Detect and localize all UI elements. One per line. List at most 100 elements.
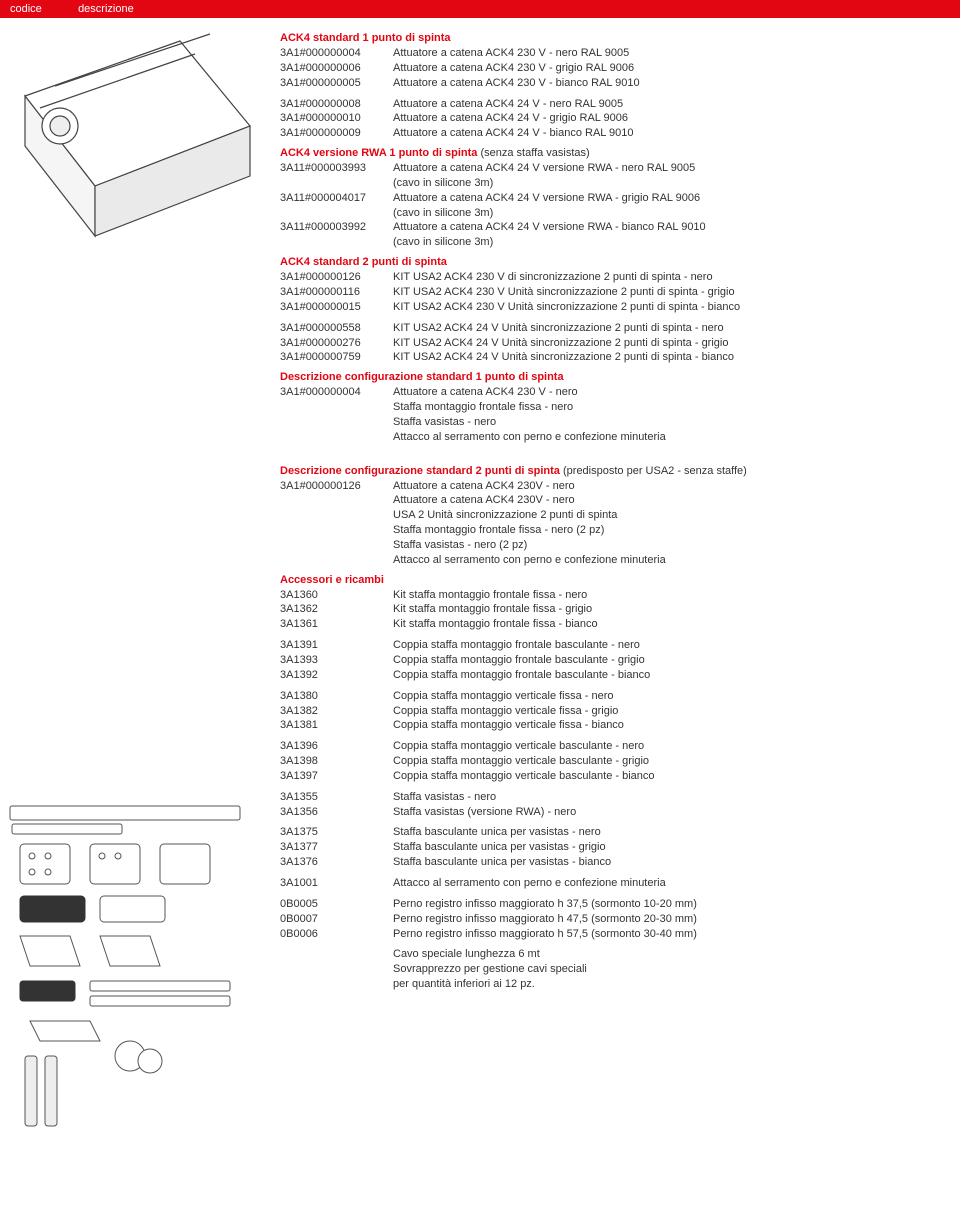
item-desc: Attacco al serramento con perno e confez…	[393, 876, 950, 891]
item-code: 3A1381	[280, 718, 393, 733]
data-row: 3A1381Coppia staffa montaggio verticale …	[280, 718, 950, 733]
item-desc-wrap: Attuatore a catena ACK4 24 V - bianco RA…	[393, 126, 950, 141]
item-desc: Coppia staffa montaggio frontale bascula…	[393, 638, 950, 653]
item-desc: Staffa basculante unica per vasistas - g…	[393, 840, 950, 855]
item-code: 3A1375	[280, 825, 393, 840]
data-row: 3A1#000000126KIT USA2 ACK4 230 V di sinc…	[280, 270, 950, 285]
footer-line: Cavo speciale lunghezza 6 mt	[393, 947, 950, 962]
item-desc-wrap: KIT USA2 ACK4 230 V di sincronizzazione …	[393, 270, 950, 285]
item-desc: KIT USA2 ACK4 230 V Unità sincronizzazio…	[393, 300, 950, 315]
item-desc-wrap: Perno registro infisso maggiorato h 57,5…	[393, 927, 950, 942]
data-row: 3A1376Staffa basculante unica per vasist…	[280, 855, 950, 870]
header-col-codice: codice	[10, 3, 75, 15]
section-title: ACK4 standard 1 punto di spinta	[280, 32, 950, 44]
data-row: 0B0005Perno registro infisso maggiorato …	[280, 897, 950, 912]
item-desc-wrap: Coppia staffa montaggio verticale fissa …	[393, 718, 950, 733]
data-row: 3A1001Attacco al serramento con perno e …	[280, 876, 950, 891]
item-desc: Staffa basculante unica per vasistas - b…	[393, 855, 950, 870]
data-row: 3A1356Staffa vasistas (versione RWA) - n…	[280, 805, 950, 820]
config-line: Staffa vasistas - nero	[393, 415, 950, 430]
item-code: 3A1#000000006	[280, 61, 393, 76]
item-desc: KIT USA2 ACK4 230 V Unità sincronizzazio…	[393, 285, 950, 300]
item-code: 3A1382	[280, 704, 393, 719]
data-row: 3A1#000000006Attuatore a catena ACK4 230…	[280, 61, 950, 76]
item-desc: Attuatore a catena ACK4 24 V versione RW…	[393, 220, 950, 235]
item-desc-wrap: Staffa vasistas (versione RWA) - nero	[393, 805, 950, 820]
item-desc-wrap: Staffa basculante unica per vasistas - n…	[393, 825, 950, 840]
data-row: 3A1397Coppia staffa montaggio verticale …	[280, 769, 950, 784]
item-code: 0B0005	[280, 897, 393, 912]
item-code: 3A1377	[280, 840, 393, 855]
section-title: Descrizione configurazione standard 2 pu…	[280, 465, 950, 477]
data-row: 3A1391Coppia staffa montaggio frontale b…	[280, 638, 950, 653]
page-content: ACK4 standard 1 punto di spinta 3A1#00000…	[0, 18, 960, 1146]
section-title-suffix: (predisposto per USA2 - senza staffe)	[560, 465, 747, 477]
data-row: 0B0007Perno registro infisso maggiorato …	[280, 912, 950, 927]
item-desc-wrap: Coppia staffa montaggio verticale fissa …	[393, 689, 950, 704]
data-row: 3A11#000003992Attuatore a catena ACK4 24…	[280, 220, 950, 250]
item-desc: Coppia staffa montaggio verticale bascul…	[393, 754, 950, 769]
data-row: 3A1393Coppia staffa montaggio frontale b…	[280, 653, 950, 668]
data-row: 3A1396Coppia staffa montaggio verticale …	[280, 739, 950, 754]
item-code: 3A11#000004017	[280, 191, 393, 221]
config-code: 3A1#000000126	[280, 479, 393, 568]
section-title-suffix: (senza staffa vasistas)	[477, 147, 589, 159]
config-line: Attuatore a catena ACK4 230 V - nero	[393, 385, 950, 400]
item-desc: Attuatore a catena ACK4 24 V versione RW…	[393, 191, 950, 206]
item-desc-wrap: KIT USA2 ACK4 24 V Unità sincronizzazion…	[393, 336, 950, 351]
data-row: 3A1360Kit staffa montaggio frontale fiss…	[280, 588, 950, 603]
item-code: 3A1#000000116	[280, 285, 393, 300]
item-desc-wrap: Perno registro infisso maggiorato h 47,5…	[393, 912, 950, 927]
item-desc: Coppia staffa montaggio frontale bascula…	[393, 653, 950, 668]
config-code: 3A1#000000004	[280, 385, 393, 444]
data-row: 0B0006Perno registro infisso maggiorato …	[280, 927, 950, 942]
item-desc: Attuatore a catena ACK4 24 V - grigio RA…	[393, 111, 950, 126]
item-desc-wrap: Attuatore a catena ACK4 230 V - bianco R…	[393, 76, 950, 91]
item-desc-wrap: Coppia staffa montaggio verticale bascul…	[393, 754, 950, 769]
data-row: 3A1#000000010Attuatore a catena ACK4 24 …	[280, 111, 950, 126]
item-code: 3A1376	[280, 855, 393, 870]
item-desc: Kit staffa montaggio frontale fissa - gr…	[393, 602, 950, 617]
config-line: Staffa montaggio frontale fissa - nero (…	[393, 523, 950, 538]
item-desc-wrap: Attuatore a catena ACK4 24 V versione RW…	[393, 161, 950, 191]
item-desc-wrap: Coppia staffa montaggio verticale bascul…	[393, 739, 950, 754]
footer-line: per quantità inferiori ai 12 pz.	[393, 977, 950, 992]
product-drawing-main	[0, 26, 260, 286]
item-code: 3A1361	[280, 617, 393, 632]
header-col-descrizione: descrizione	[78, 3, 134, 15]
item-desc: Attuatore a catena ACK4 24 V - bianco RA…	[393, 126, 950, 141]
item-desc: Coppia staffa montaggio verticale bascul…	[393, 739, 950, 754]
footer-row: Cavo speciale lunghezza 6 mt	[280, 947, 950, 962]
item-code: 3A1393	[280, 653, 393, 668]
item-code: 0B0007	[280, 912, 393, 927]
item-desc-extra: (cavo in silicone 3m)	[393, 176, 950, 191]
item-code: 3A1392	[280, 668, 393, 683]
item-desc-wrap: Kit staffa montaggio frontale fissa - bi…	[393, 617, 950, 632]
section-title: Descrizione configurazione standard 1 pu…	[280, 371, 950, 383]
item-desc-wrap: Attuatore a catena ACK4 24 V - grigio RA…	[393, 111, 950, 126]
data-row: 3A1362Kit staffa montaggio frontale fiss…	[280, 602, 950, 617]
config-row: 3A1#000000126Attuatore a catena ACK4 230…	[280, 479, 950, 568]
item-desc-wrap: Attuatore a catena ACK4 24 V versione RW…	[393, 191, 950, 221]
data-row: 3A1#000000015KIT USA2 ACK4 230 V Unità s…	[280, 300, 950, 315]
config-lines: Attuatore a catena ACK4 230V - neroAttua…	[393, 479, 950, 568]
item-desc: Coppia staffa montaggio verticale fissa …	[393, 704, 950, 719]
item-desc-wrap: Staffa basculante unica per vasistas - b…	[393, 855, 950, 870]
item-desc-wrap: Attuatore a catena ACK4 24 V - nero RAL …	[393, 97, 950, 112]
data-row: 3A1#000000276KIT USA2 ACK4 24 V Unità si…	[280, 336, 950, 351]
right-column: ACK4 standard 1 punto di spinta 3A1#00000…	[275, 26, 950, 1146]
item-code: 3A1001	[280, 876, 393, 891]
item-desc: Kit staffa montaggio frontale fissa - ne…	[393, 588, 950, 603]
section-title: Accessori e ricambi	[280, 574, 950, 586]
item-desc-wrap: Coppia staffa montaggio frontale bascula…	[393, 668, 950, 683]
config-line: Attacco al serramento con perno e confez…	[393, 553, 950, 568]
data-row: 3A1#000000008Attuatore a catena ACK4 24 …	[280, 97, 950, 112]
data-row: 3A1382Coppia staffa montaggio verticale …	[280, 704, 950, 719]
item-desc-wrap: Kit staffa montaggio frontale fissa - ne…	[393, 588, 950, 603]
data-row: 3A11#000004017Attuatore a catena ACK4 24…	[280, 191, 950, 221]
item-desc: Attuatore a catena ACK4 230 V - grigio R…	[393, 61, 950, 76]
item-desc-wrap: Coppia staffa montaggio frontale bascula…	[393, 653, 950, 668]
item-code: 3A1355	[280, 790, 393, 805]
item-desc-wrap: KIT USA2 ACK4 230 V Unità sincronizzazio…	[393, 300, 950, 315]
item-desc-wrap: Perno registro infisso maggiorato h 37,5…	[393, 897, 950, 912]
